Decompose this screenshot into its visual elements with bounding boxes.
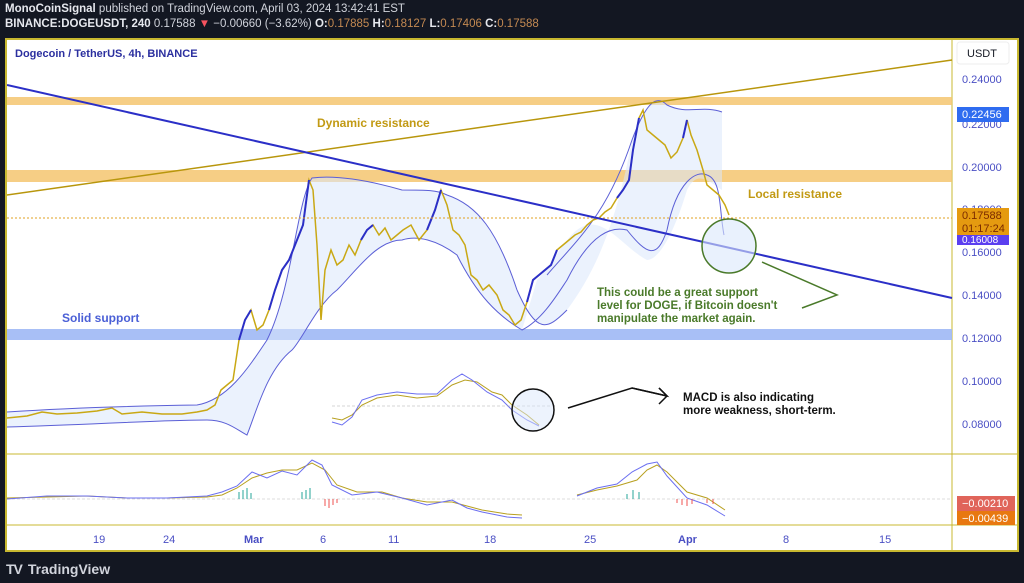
chart-frame[interactable]: Dogecoin / TetherUS, 4h, BINANCE Dynamic… — [5, 38, 1019, 552]
macd-value: −0.00210 — [962, 498, 1008, 510]
bb-upper-mid — [516, 289, 568, 326]
bb-upper-right — [546, 100, 723, 276]
last-price-badge — [957, 208, 1009, 235]
macd-line-right — [576, 461, 726, 517]
support-arrow[interactable] — [761, 261, 839, 309]
price-tick-0.16: 0.16000 — [962, 247, 1002, 259]
bb-lower — [6, 173, 725, 436]
solid-support-label[interactable]: Solid support — [62, 311, 139, 325]
open-label: O: — [314, 18, 328, 30]
chart-canvas[interactable]: Dogecoin / TetherUS, 4h, BINANCE Dynamic… — [6, 40, 1017, 550]
support-note-line3[interactable]: manipulate the market again. — [597, 313, 756, 325]
macd-histogram-negative — [324, 499, 714, 508]
published-text: published on TradingView.com, April 03, … — [98, 3, 405, 15]
author-name[interactable]: MonoCoinSignal — [5, 3, 96, 15]
brand-name: TradingView — [27, 561, 111, 577]
upper-resistance-zone[interactable] — [7, 97, 952, 105]
time-tick-apr: Apr — [678, 534, 698, 546]
bullish-candles — [238, 117, 688, 341]
macd-arrow-head — [631, 387, 669, 405]
macd-inset-signal — [331, 379, 540, 426]
last-price-value: 0.17588 — [962, 210, 1002, 222]
low-label: L: — [429, 18, 441, 30]
price-series — [6, 107, 730, 419]
currency-label: USDT — [967, 48, 997, 60]
time-tick-24: 24 — [163, 534, 175, 546]
macd-note-line1[interactable]: MACD is also indicating — [683, 392, 814, 404]
support-circle[interactable] — [701, 218, 757, 274]
price-tick-0.12: 0.12000 — [962, 333, 1002, 345]
bollinger-band-fill — [7, 100, 722, 435]
price-tick-0.14: 0.14000 — [962, 290, 1002, 302]
publish-line: MonoCoinSignal published on TradingView.… — [5, 3, 405, 15]
tradingview-logo[interactable]: TV TradingView — [6, 561, 110, 577]
price-change: −0.00660 (−3.62%) — [213, 18, 312, 30]
high-marker-badge — [957, 107, 1009, 122]
close-label: C: — [485, 18, 498, 30]
signal-badge — [957, 511, 1015, 525]
time-tick-19: 19 — [93, 534, 105, 546]
support-note-line1[interactable]: This could be a great support — [597, 287, 758, 299]
countdown: 01:17:24 — [962, 223, 1005, 235]
high-marker-value: 0.22456 — [962, 109, 1002, 121]
time-tick-15: 15 — [879, 534, 891, 546]
local-resistance-zone[interactable] — [7, 170, 952, 182]
high-label: H: — [372, 18, 385, 30]
footer: TV TradingView — [0, 553, 1024, 583]
time-tick-25: 25 — [584, 534, 596, 546]
downtrend-line[interactable] — [6, 84, 953, 299]
local-resistance-label[interactable]: Local resistance — [748, 187, 842, 201]
dynamic-resistance-line[interactable] — [6, 59, 953, 196]
time-tick-18: 18 — [484, 534, 496, 546]
signal-value: −0.00439 — [962, 513, 1008, 525]
price-axis[interactable]: USDT 0.24000 0.22000 0.20000 0.18000 0.1… — [956, 41, 1015, 525]
bb-marker-badge — [957, 233, 1009, 245]
open-value: 0.17885 — [327, 18, 370, 30]
close-value: 0.17588 — [497, 18, 539, 30]
macd-badge — [957, 496, 1015, 511]
macd-circle[interactable] — [511, 388, 555, 432]
chart-title: Dogecoin / TetherUS, 4h, BINANCE — [15, 48, 198, 60]
last-price: 0.17588 — [153, 18, 196, 30]
macd-arrow[interactable] — [567, 387, 670, 409]
symbol-line: BINANCE:DOGEUSDT, 240 0.17588 ▼ −0.00660… — [5, 18, 539, 30]
time-tick-8: 8 — [783, 534, 789, 546]
time-tick-11: 11 — [388, 534, 399, 546]
macd-line — [6, 459, 523, 519]
support-note-line2[interactable]: level for DOGE, if Bitcoin doesn't — [597, 300, 778, 312]
down-arrow-icon: ▼ — [198, 18, 211, 30]
macd-inset-line — [331, 373, 540, 427]
time-tick-6: 6 — [320, 534, 326, 546]
currency-box[interactable] — [956, 41, 1010, 65]
macd-signal-line-right — [576, 464, 726, 511]
price-tick-0.08: 0.08000 — [962, 419, 1002, 431]
macd-note-line2[interactable]: more weakness, short-term. — [683, 405, 836, 417]
dynamic-resistance-label[interactable]: Dynamic resistance — [317, 116, 430, 130]
low-value: 0.17406 — [440, 18, 482, 30]
macd-histogram-positive — [238, 488, 640, 499]
time-tick-mar: Mar — [244, 534, 264, 546]
high-value: 0.18127 — [384, 18, 427, 30]
symbol: BINANCE:DOGEUSDT, 240 — [5, 18, 151, 30]
price-tick-0.20: 0.20000 — [962, 162, 1002, 174]
solid-support-zone[interactable] — [7, 329, 952, 340]
tradingview-logo-icon: TV — [6, 561, 23, 577]
bb-upper-left — [6, 176, 518, 413]
price-tick-0.10: 0.10000 — [962, 376, 1002, 388]
bb-marker-value: 0.16008 — [962, 235, 999, 246]
price-tick-0.24: 0.24000 — [962, 74, 1002, 86]
time-axis[interactable]: 19 24 Mar 6 11 18 25 Apr 8 15 — [93, 534, 891, 546]
publish-header: MonoCoinSignal published on TradingView.… — [0, 0, 1024, 36]
macd-signal-line — [6, 462, 523, 516]
